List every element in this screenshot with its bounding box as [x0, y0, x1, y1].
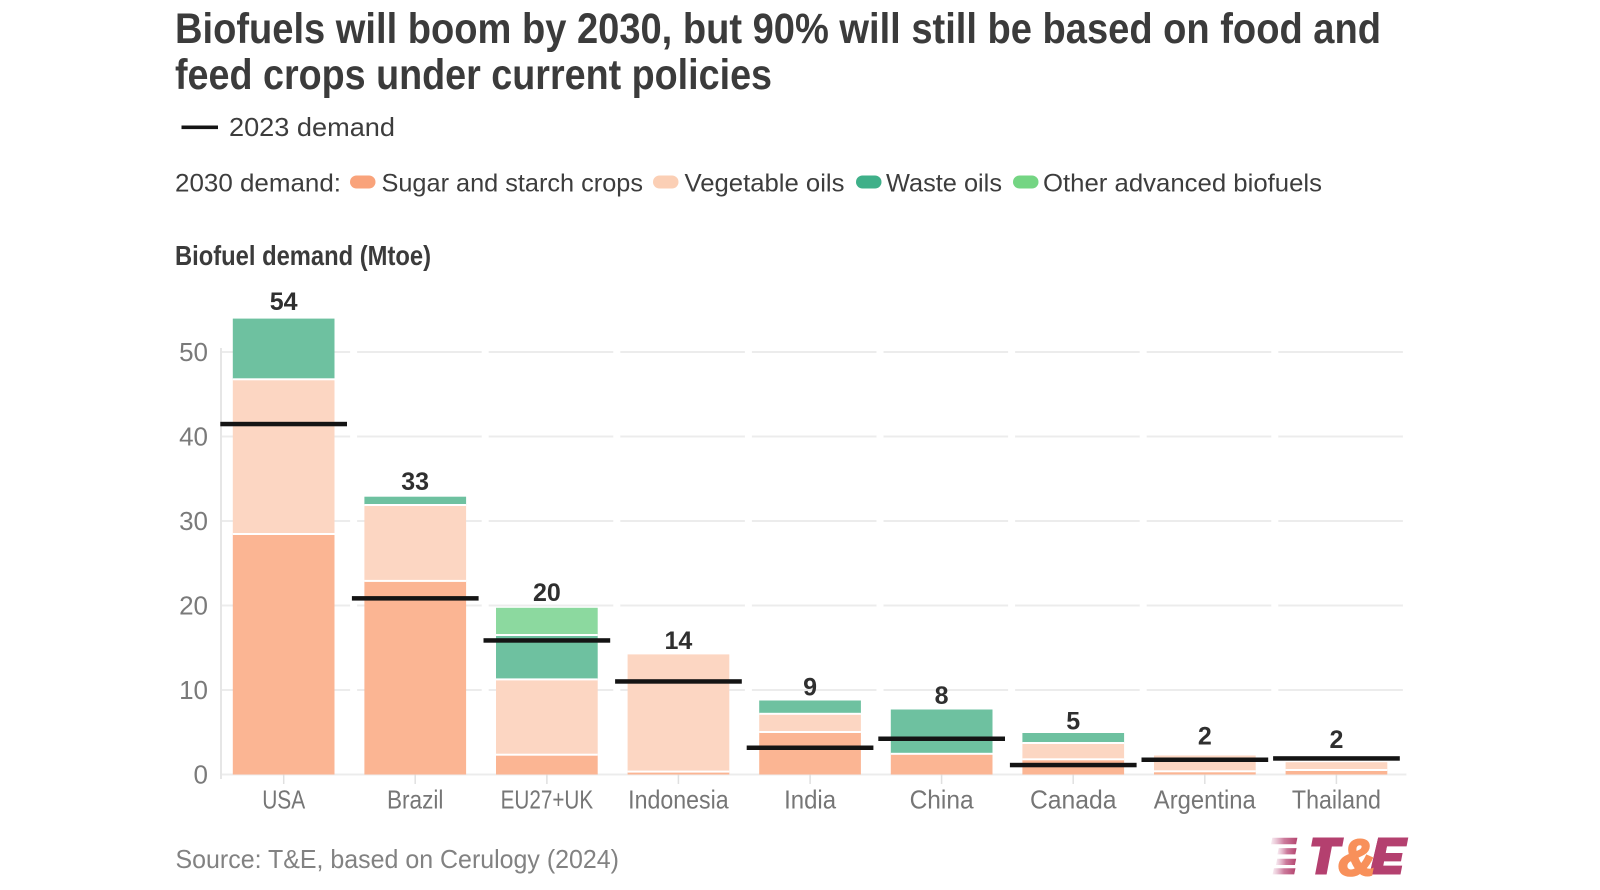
svg-text:20: 20 — [533, 579, 561, 607]
svg-text:10: 10 — [179, 675, 208, 705]
svg-text:14: 14 — [664, 627, 692, 655]
svg-text:8: 8 — [935, 682, 949, 710]
svg-text:2030 demand:: 2030 demand: — [175, 170, 341, 198]
svg-text:33: 33 — [401, 468, 429, 496]
svg-text:0: 0 — [194, 760, 208, 790]
svg-text:USA: USA — [262, 785, 306, 815]
svg-text:20: 20 — [179, 591, 208, 621]
svg-text:9: 9 — [803, 674, 817, 702]
svg-text:EU27+UK: EU27+UK — [501, 785, 594, 815]
svg-text:Sugar and starch crops: Sugar and starch crops — [382, 170, 644, 198]
svg-text:30: 30 — [179, 506, 208, 536]
svg-text:50: 50 — [179, 337, 208, 367]
svg-text:2: 2 — [1198, 723, 1212, 751]
svg-text:China: China — [910, 785, 975, 815]
svg-text:2023 demand: 2023 demand — [229, 112, 395, 142]
svg-text:&: & — [1339, 829, 1376, 886]
svg-text:2: 2 — [1329, 726, 1343, 754]
svg-text:Indonesia: Indonesia — [628, 785, 729, 815]
svg-text:Argentina: Argentina — [1154, 785, 1256, 815]
svg-text:Source: T&E, based on Cerulogy: Source: T&E, based on Cerulogy (2024) — [176, 844, 620, 874]
svg-text:Vegetable oils: Vegetable oils — [685, 170, 845, 198]
svg-text:54: 54 — [270, 288, 298, 316]
svg-text:feed crops under current polic: feed crops under current policies — [175, 52, 772, 99]
svg-text:Biofuels will boom by 2030, bu: Biofuels will boom by 2030, but 90% will… — [175, 6, 1381, 53]
svg-text:5: 5 — [1066, 708, 1080, 736]
svg-text:Biofuel demand (Mtoe): Biofuel demand (Mtoe) — [175, 240, 431, 271]
svg-text:Brazil: Brazil — [387, 785, 444, 815]
svg-text:Thailand: Thailand — [1292, 785, 1381, 815]
svg-text:Other advanced biofuels: Other advanced biofuels — [1043, 170, 1322, 198]
svg-text:India: India — [784, 785, 836, 815]
svg-text:40: 40 — [179, 422, 208, 452]
svg-text:Canada: Canada — [1030, 785, 1117, 815]
svg-text:Waste oils: Waste oils — [886, 170, 1002, 198]
